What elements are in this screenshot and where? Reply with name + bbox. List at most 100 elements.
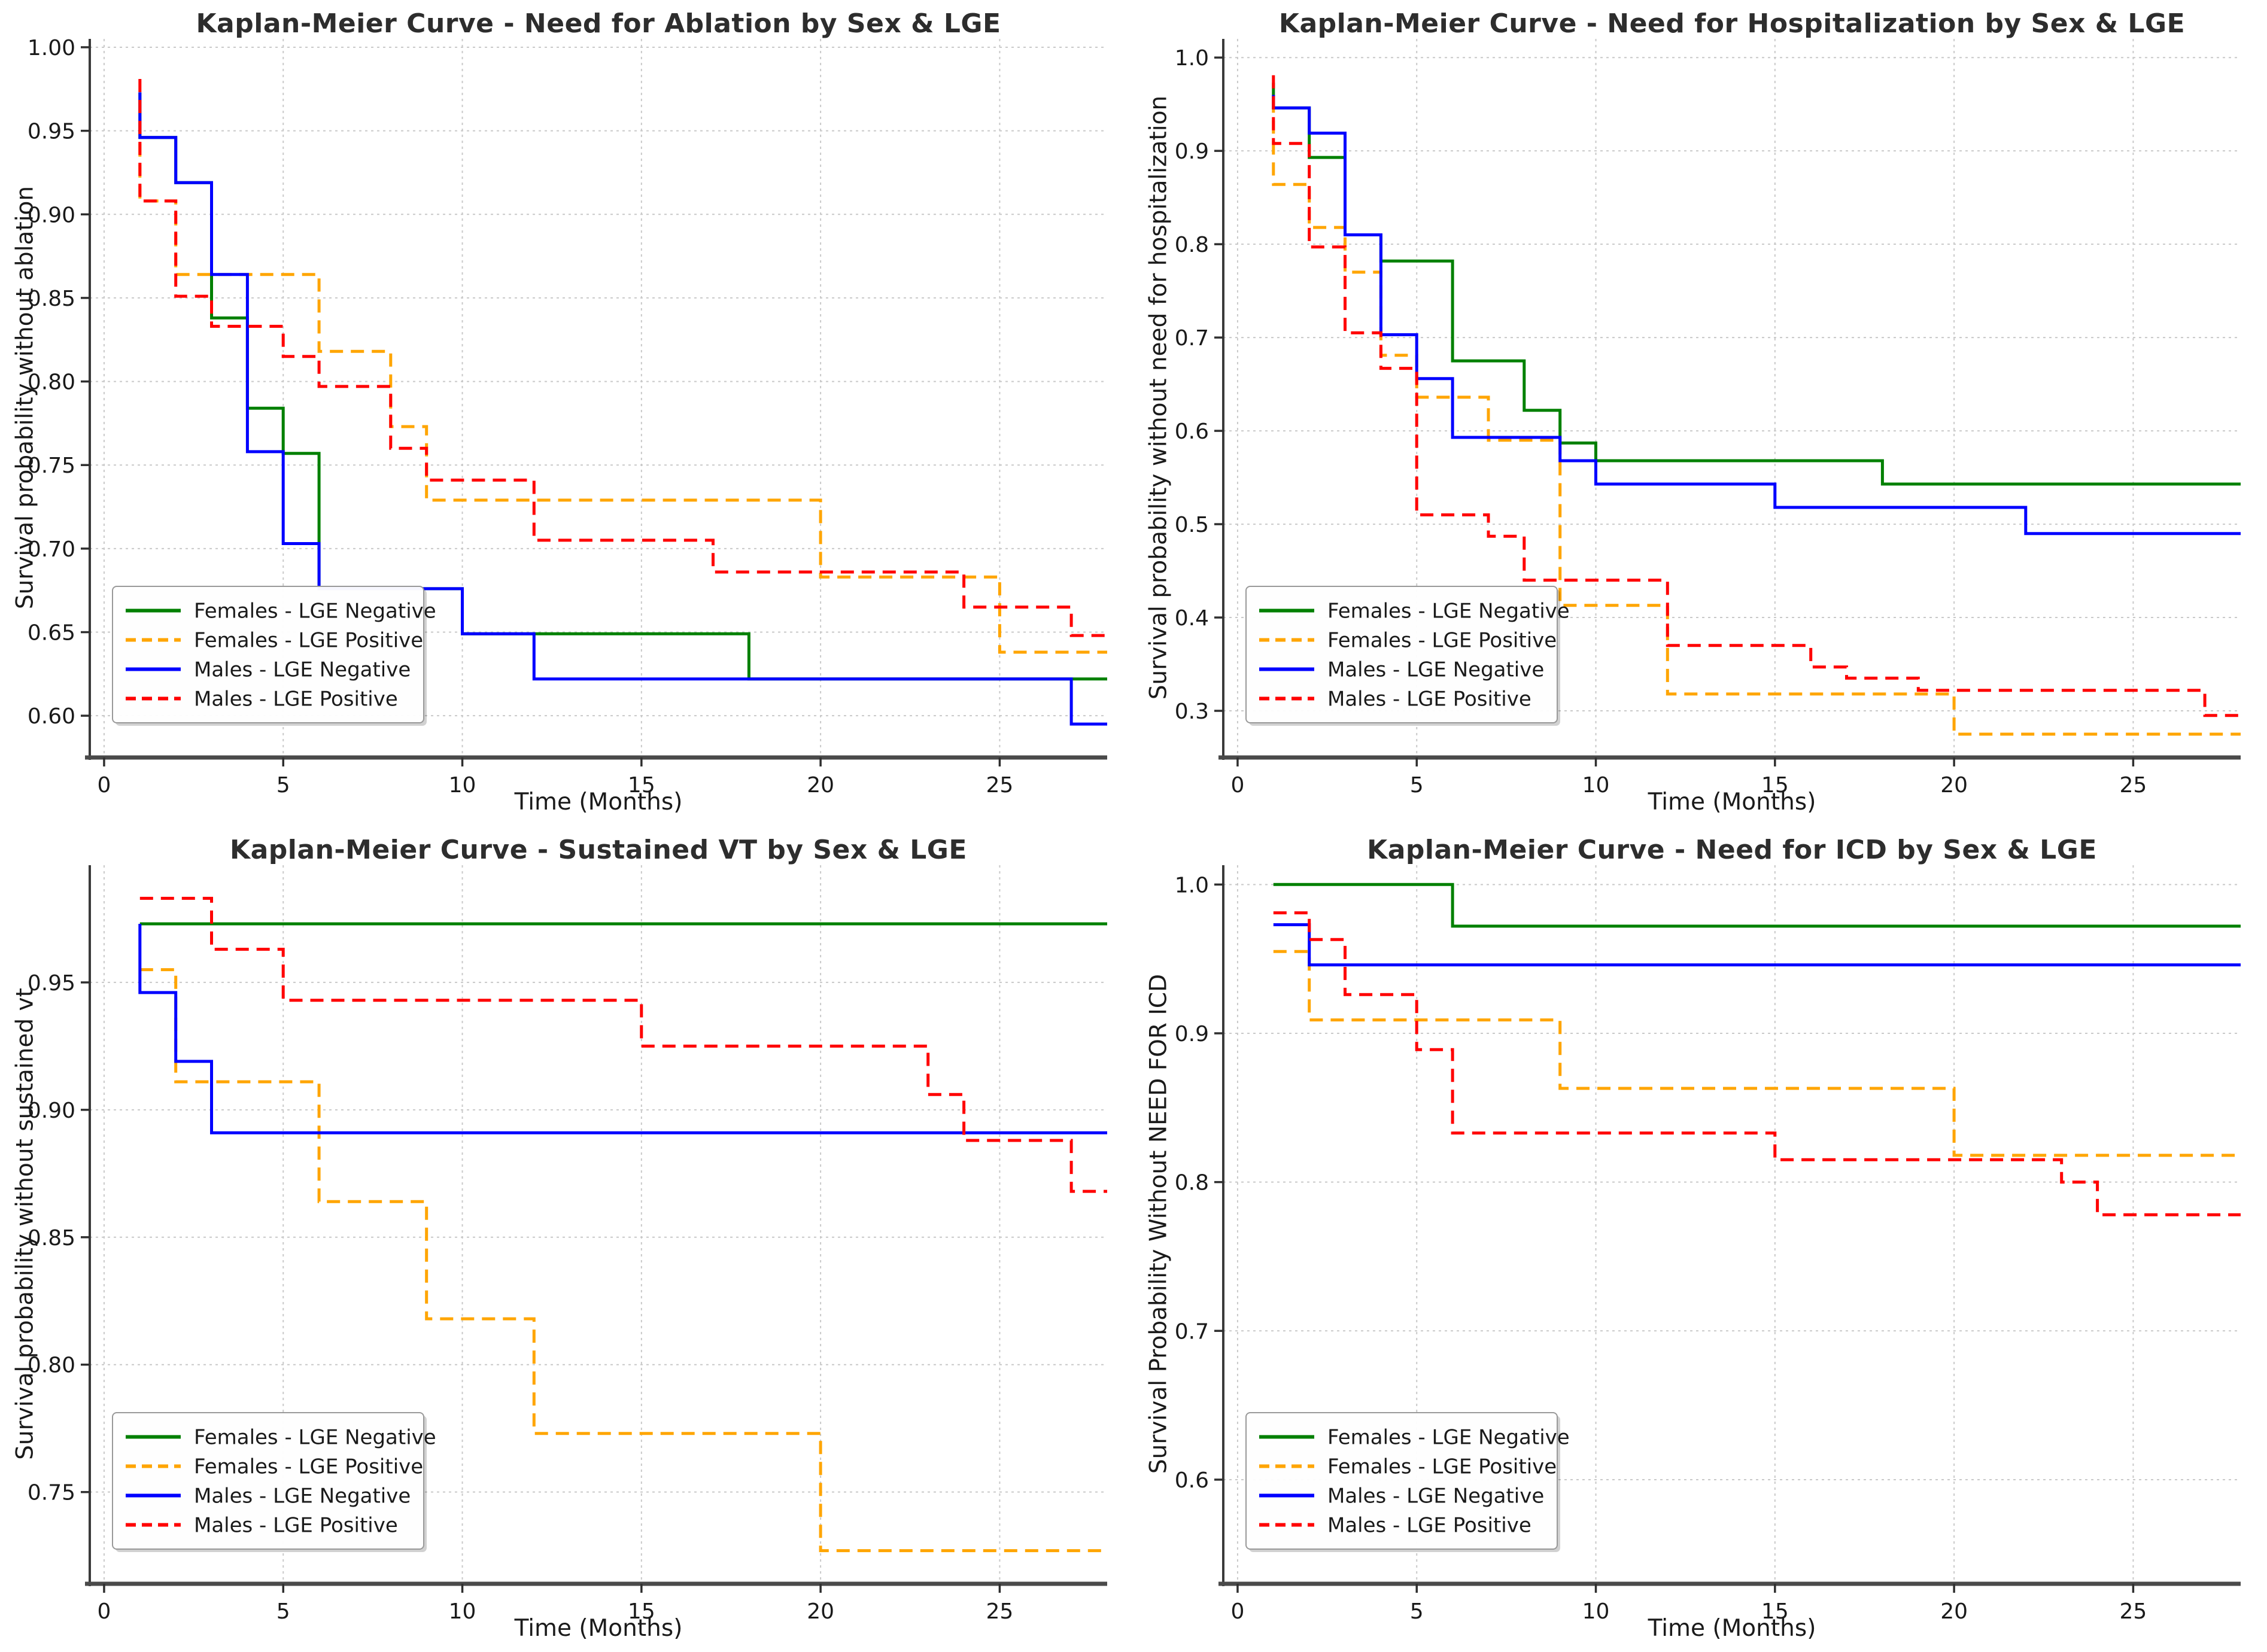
legend-label-females-lge-positive: Females - LGE Positive [194, 1455, 423, 1479]
y-tick-label: 1.00 [28, 36, 75, 60]
km-curve-males-lge-negative [1273, 923, 2241, 967]
legend-box [1245, 586, 1558, 723]
km-curve-males-lge-positive [139, 896, 1107, 1193]
y-tick-label: 0.85 [28, 1226, 75, 1251]
km-curve-males-lge-negative [1272, 95, 2241, 536]
legend-label-females-lge-negative: Females - LGE Negative [194, 1426, 436, 1450]
legend-box [112, 1412, 424, 1550]
km-curve-males-lge-positive [1273, 911, 2241, 1216]
y-tick-label: 1.0 [1175, 873, 1209, 898]
legend-label-males-lge-negative: Males - LGE Negative [1327, 1484, 1544, 1508]
y-tick-label: 0.90 [28, 1099, 75, 1123]
legend-label-males-lge-negative: Males - LGE Negative [1327, 658, 1544, 682]
y-tick-label: 0.3 [1175, 699, 1209, 724]
x-tick-label: 5 [276, 773, 290, 798]
legend-label-females-lge-negative: Females - LGE Negative [1327, 1426, 1570, 1450]
chart-title: Kaplan-Meier Curve - Need for Ablation b… [196, 8, 1001, 39]
x-tick-label: 15 [628, 1599, 655, 1624]
y-tick-label: 0.9 [1175, 139, 1209, 164]
x-tick-label: 15 [628, 773, 655, 798]
x-tick-label: 20 [1940, 1599, 1968, 1624]
km-panel-hospitalization: 0 5 10 15 20 25 0.3 0.4 0.5 0.6 0.7 0.8 0.9 1.0 Female… [1134, 0, 2267, 826]
km-curve-females-lge-positive [1273, 950, 2241, 1157]
x-axis-label: Time (Months) [1648, 1615, 1816, 1642]
x-tick-label: 5 [1410, 1599, 1424, 1624]
y-tick-label: 0.80 [28, 370, 75, 395]
km-curve-males-lge-negative [138, 924, 1107, 1134]
y-axis-label: Survival Probability Without NEED FOR IC… [1145, 973, 1172, 1474]
x-tick-label: 20 [807, 1599, 834, 1624]
y-axis-label: Survival probability without sustained v… [11, 988, 39, 1460]
x-tick-label: 0 [97, 1599, 111, 1624]
legend-label-females-lge-positive: Females - LGE Positive [194, 629, 423, 653]
legend-label-females-lge-negative: Females - LGE Negative [1327, 600, 1570, 623]
x-tick-label: 20 [807, 773, 834, 798]
y-tick-label: 0.4 [1175, 606, 1209, 631]
x-tick-label: 25 [986, 1599, 1014, 1624]
y-tick-label: 0.9 [1175, 1022, 1209, 1046]
legend-label-males-lge-negative: Males - LGE Negative [194, 1484, 411, 1508]
legend-label-females-lge-negative: Females - LGE Negative [194, 600, 436, 623]
y-tick-label: 0.80 [28, 1353, 75, 1378]
y-tick-label: 0.6 [1175, 1468, 1209, 1493]
y-axis-label: Survival probability without ablation [11, 185, 39, 610]
km-curve-females-lge-positive [138, 122, 1107, 654]
y-tick-label: 0.75 [28, 1481, 75, 1505]
x-tick-label: 5 [276, 1599, 290, 1624]
y-tick-label: 0.75 [28, 454, 75, 478]
x-tick-label: 15 [1761, 773, 1789, 798]
x-tick-label: 0 [97, 773, 111, 798]
legend-box [1245, 1412, 1558, 1550]
y-axis-label: Survival probability without need for ho… [1145, 95, 1172, 700]
legend-label-males-lge-negative: Males - LGE Negative [194, 658, 411, 682]
km-curve-females-lge-negative [1273, 883, 2241, 928]
km-curve-females-lge-negative [1272, 83, 2241, 486]
x-tick-label: 10 [1582, 1599, 1610, 1624]
km-curve-males-lge-positive [138, 79, 1107, 637]
km-curve-females-lge-positive [139, 968, 1107, 1553]
chart-title: Kaplan-Meier Curve - Need for ICD by Sex… [1367, 835, 2097, 865]
x-tick-label: 25 [2120, 773, 2147, 798]
y-tick-label: 0.85 [28, 287, 75, 311]
x-axis-label: Time (Months) [514, 789, 683, 816]
y-tick-label: 0.95 [28, 120, 75, 144]
y-tick-label: 1.0 [1175, 46, 1209, 71]
y-tick-label: 0.5 [1175, 513, 1209, 537]
y-tick-label: 0.7 [1175, 1319, 1209, 1344]
legend-box [112, 586, 424, 723]
km-panel-sustained-vt: 0 5 10 15 20 25 0.75 0.80 0.85 0.90 0.95 Females - … [0, 826, 1134, 1652]
legend-label-males-lge-positive: Males - LGE Positive [194, 1514, 398, 1538]
x-axis-label: Time (Months) [514, 1615, 683, 1642]
y-tick-label: 0.70 [28, 537, 75, 562]
x-tick-label: 10 [1582, 773, 1610, 798]
y-tick-label: 0.60 [28, 704, 75, 729]
km-curve-males-lge-positive [1272, 75, 2241, 717]
legend-label-females-lge-positive: Females - LGE Positive [1327, 629, 1557, 653]
km-chart-icd: 0 5 10 15 20 25 0.6 0.7 0.8 0.9 1.0 Females - LGE N… [1175, 865, 2241, 1624]
x-tick-label: 0 [1230, 773, 1244, 798]
x-tick-label: 15 [1761, 1599, 1789, 1624]
y-tick-label: 0.6 [1175, 419, 1209, 444]
y-tick-label: 0.90 [28, 203, 75, 227]
x-tick-label: 10 [449, 1599, 476, 1624]
y-tick-label: 0.8 [1175, 233, 1209, 257]
km-chart-sustained-vt: 0 5 10 15 20 25 0.75 0.80 0.85 0.90 0.95 Females - … [28, 865, 1107, 1624]
legend-label-males-lge-positive: Males - LGE Positive [194, 687, 398, 711]
x-tick-label: 5 [1410, 773, 1424, 798]
legend-label-females-lge-positive: Females - LGE Positive [1327, 1455, 1557, 1479]
chart-title: Kaplan-Meier Curve - Sustained VT by Sex… [230, 835, 967, 865]
x-tick-label: 10 [449, 773, 476, 798]
y-tick-label: 0.65 [28, 621, 75, 646]
x-tick-label: 25 [986, 773, 1014, 798]
km-chart-ablation: 0 5 10 15 20 25 0.60 0.65 0.70 0.75 0.80 0.85 0.90 0.… [28, 36, 1107, 798]
x-tick-label: 25 [2120, 1599, 2147, 1624]
km-panel-icd: 0 5 10 15 20 25 0.6 0.7 0.8 0.9 1.0 Females - LGE N… [1134, 826, 2267, 1652]
legend-label-males-lge-positive: Males - LGE Positive [1327, 687, 1531, 711]
y-tick-label: 0.7 [1175, 326, 1209, 351]
chart-title: Kaplan-Meier Curve - Need for Hospitaliz… [1278, 8, 2186, 39]
y-tick-label: 0.95 [28, 971, 75, 996]
x-tick-label: 20 [1940, 773, 1968, 798]
km-curve-males-lge-negative [138, 92, 1107, 726]
legend-label-males-lge-positive: Males - LGE Positive [1327, 1514, 1531, 1538]
